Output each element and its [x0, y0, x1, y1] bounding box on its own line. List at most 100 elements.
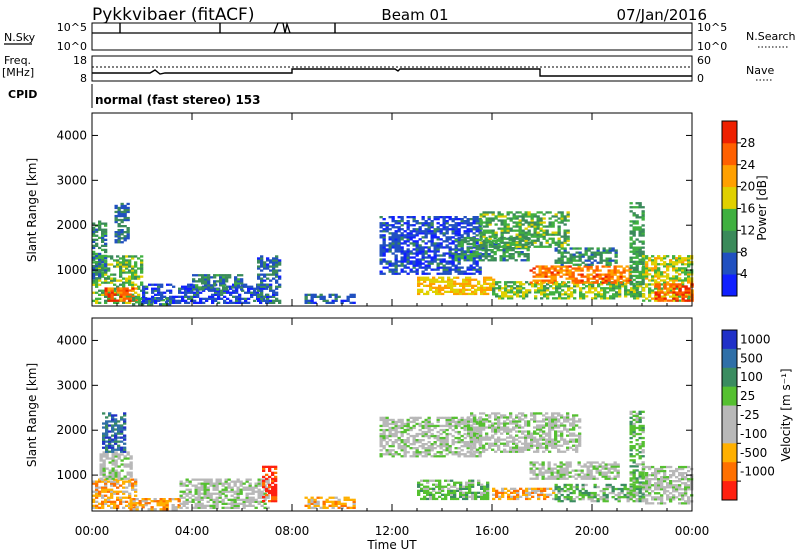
vel-cell: [439, 455, 443, 458]
power-cell: [569, 259, 573, 262]
power-cell: [460, 270, 464, 273]
power-cell: [184, 289, 188, 292]
vel-cell: [248, 478, 252, 481]
power-cell: [629, 220, 633, 223]
power-cell: [131, 277, 135, 280]
power-cell: [504, 285, 508, 288]
vel-cell: [486, 481, 490, 484]
vel-cell: [257, 492, 261, 495]
vel-cell: [470, 428, 474, 431]
vel-cell: [230, 504, 234, 507]
vel-cell: [194, 506, 198, 509]
vel-cell: [230, 498, 234, 501]
power-cell: [122, 283, 126, 286]
power-cell: [313, 301, 317, 304]
power-cell: [506, 213, 510, 216]
power-cell: [436, 216, 440, 219]
power-cell: [199, 301, 203, 304]
power-cell: [536, 239, 540, 242]
power-cell: [651, 289, 655, 292]
power-cell: [472, 256, 476, 259]
power-cell: [475, 230, 479, 233]
vel-cell: [442, 424, 446, 428]
power-cell: [536, 215, 540, 218]
power-cell: [204, 280, 208, 283]
power-colorbar-segment: [722, 208, 737, 231]
power-cell: [629, 274, 633, 278]
power-cell: [394, 226, 398, 229]
power-cell: [430, 220, 434, 223]
power-echo-region: [92, 220, 108, 280]
power-cell: [195, 280, 199, 283]
power-cell: [406, 222, 410, 225]
power-cell: [468, 276, 472, 279]
power-cell: [409, 224, 413, 227]
power-cell: [385, 266, 389, 269]
vel-cell: [239, 498, 243, 501]
power-cell: [116, 289, 120, 292]
power-cell: [228, 274, 232, 277]
vel-cell: [456, 497, 460, 501]
power-cell: [448, 270, 452, 273]
power-cell: [463, 216, 467, 219]
vel-cell: [497, 448, 501, 451]
power-cell: [629, 230, 633, 233]
power-cell: [579, 293, 583, 296]
power-cell: [641, 218, 645, 221]
vel-cell: [248, 482, 252, 485]
power-cell: [403, 222, 407, 225]
vel-cell: [310, 498, 314, 501]
vel-cell: [385, 436, 389, 440]
power-cell: [400, 232, 404, 235]
vel-cell: [197, 506, 201, 509]
power-cell: [128, 295, 132, 298]
power-cell: [657, 255, 661, 258]
vel-cell: [185, 500, 189, 503]
power-cell: [433, 218, 437, 221]
vel-cell: [179, 494, 183, 497]
power-cell: [599, 255, 603, 258]
power-cell: [217, 295, 221, 298]
vel-cell: [500, 416, 504, 419]
vel-cell: [274, 487, 278, 491]
power-cell: [635, 216, 639, 219]
power-cell: [586, 279, 590, 282]
power-cell: [593, 259, 597, 262]
power-cell: [513, 291, 517, 294]
power-cell: [138, 299, 142, 302]
vel-cell: [144, 504, 148, 507]
power-cell: [95, 238, 99, 241]
vel-cell: [454, 453, 458, 456]
power-cell: [120, 220, 124, 224]
power-cell: [539, 235, 543, 238]
vel-cell: [102, 471, 106, 474]
vel-cell: [447, 483, 451, 486]
vel-cell: [470, 440, 474, 443]
vel-cell: [236, 478, 240, 481]
power-cell: [551, 225, 555, 228]
vel-cell: [144, 500, 148, 503]
power-cell: [595, 281, 599, 284]
vel-cell: [102, 440, 106, 443]
power-cell: [101, 230, 105, 233]
vel-cell: [382, 436, 386, 440]
power-cell: [570, 295, 574, 298]
power-cell: [117, 241, 121, 244]
vel-cell: [268, 465, 272, 468]
power-cell: [639, 283, 643, 286]
power-cell: [122, 257, 126, 260]
vel-cell: [482, 426, 486, 429]
power-cell: [612, 285, 616, 288]
vel-cell: [473, 414, 477, 417]
power-cell: [482, 213, 486, 216]
vel-cell: [221, 488, 225, 491]
vel-cell: [108, 430, 112, 433]
vel-cell: [110, 480, 114, 483]
power-cell: [266, 273, 270, 276]
power-cell: [394, 272, 398, 275]
vel-cell: [254, 482, 258, 485]
vel-cell: [114, 475, 118, 478]
vel-cell: [406, 432, 410, 436]
power-cell: [463, 238, 467, 242]
vel-cell: [110, 482, 114, 485]
